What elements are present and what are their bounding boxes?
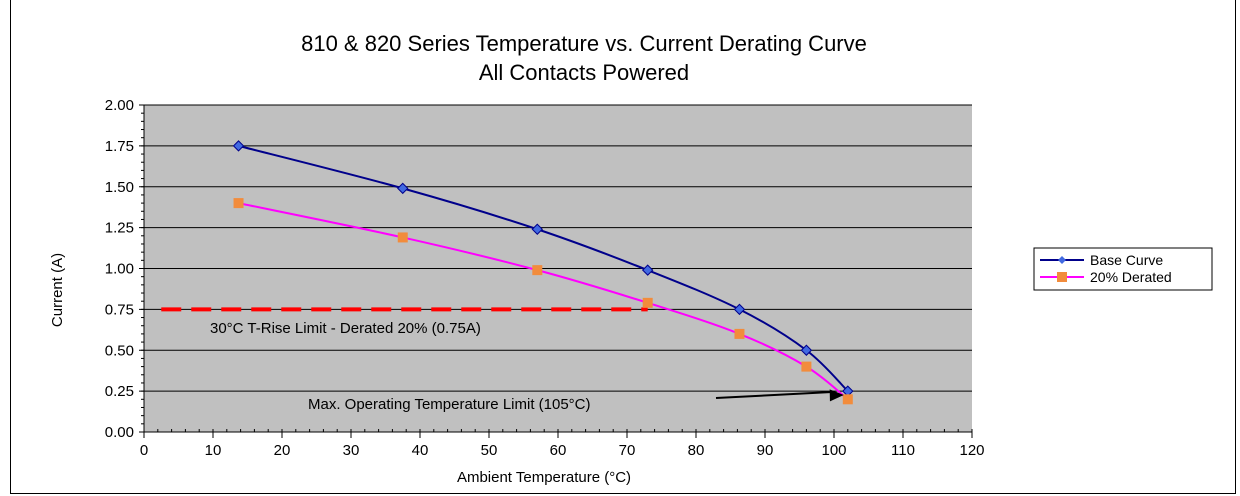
x-tick-label: 120 xyxy=(959,442,984,459)
data-point-diamond xyxy=(733,303,746,316)
data-point-diamond xyxy=(800,344,813,356)
chart-subtitle: All Contacts Powered xyxy=(479,60,689,85)
x-tick-label: 10 xyxy=(205,442,222,459)
x-axis-label: Ambient Temperature (°C) xyxy=(457,469,631,486)
data-point-diamond xyxy=(232,140,245,152)
y-tick-label: 1.25 xyxy=(105,220,134,237)
x-tick-label: 20 xyxy=(274,442,291,459)
x-tick-label: 40 xyxy=(412,442,429,459)
series-line-derated xyxy=(238,202,849,401)
data-point-diamond xyxy=(531,223,544,235)
data-point-square xyxy=(233,198,244,209)
x-tick-label: 70 xyxy=(619,442,636,459)
annotation-arrow-line xyxy=(715,391,832,399)
x-tick-label: 110 xyxy=(891,442,915,459)
annotations-group: 30°C T-Rise Limit - Derated 20% (0.75A) M… xyxy=(210,320,844,413)
legend-box xyxy=(1033,247,1213,291)
x-tick-label: 50 xyxy=(481,442,498,459)
y-tick-label: 1.50 xyxy=(105,179,134,196)
legend-label: Base Curve xyxy=(1090,252,1163,268)
y-tick-label: 1.75 xyxy=(105,138,134,155)
y-tick-label: 2.00 xyxy=(105,97,134,114)
data-point-square xyxy=(801,361,812,372)
chart-frame xyxy=(10,0,1236,494)
data-point-diamond xyxy=(397,182,409,195)
legend-label: 20% Derated xyxy=(1090,269,1172,285)
legend-square-icon xyxy=(1057,272,1067,282)
y-tick-label: 0.75 xyxy=(105,301,134,318)
series-line-base-curve xyxy=(238,144,849,392)
annotation-t-rise-limit: 30°C T-Rise Limit - Derated 20% (0.75A) xyxy=(210,320,481,337)
data-point-square xyxy=(842,394,853,405)
annotation-max-temp: Max. Operating Temperature Limit (105°C) xyxy=(308,396,591,413)
x-tick-label: 60 xyxy=(550,442,567,459)
data-point-square xyxy=(642,297,653,308)
x-tick-label: 90 xyxy=(757,442,774,459)
x-tick-label: 80 xyxy=(688,442,705,459)
y-axis-ticks: 0.00 0.25 0.50 0.75 1.00 1.25 1.50 1.75 2.00 xyxy=(105,97,144,441)
x-axis-ticks: 0 10 20 30 40 50 60 70 80 90 100 110 120 xyxy=(140,429,985,459)
data-point-diamond xyxy=(641,264,654,276)
y-tick-label: 1.00 xyxy=(105,261,134,278)
x-tick-label: 30 xyxy=(343,442,360,459)
x-tick-label: 100 xyxy=(821,442,846,459)
y-tick-label: 0.50 xyxy=(105,342,134,359)
y-tick-label: 0.00 xyxy=(105,424,134,441)
data-point-square xyxy=(532,265,543,276)
legend-diamond-icon xyxy=(1058,256,1066,264)
data-point-square xyxy=(734,328,745,339)
y-axis-label: Current (A) xyxy=(49,253,66,327)
series-group xyxy=(232,140,854,405)
data-point-square xyxy=(397,232,408,243)
annotation-arrow-head xyxy=(829,389,844,402)
chart-title: 810 & 820 Series Temperature vs. Current… xyxy=(301,31,867,56)
y-tick-label: 0.25 xyxy=(105,383,134,400)
x-tick-label: 0 xyxy=(140,442,148,459)
